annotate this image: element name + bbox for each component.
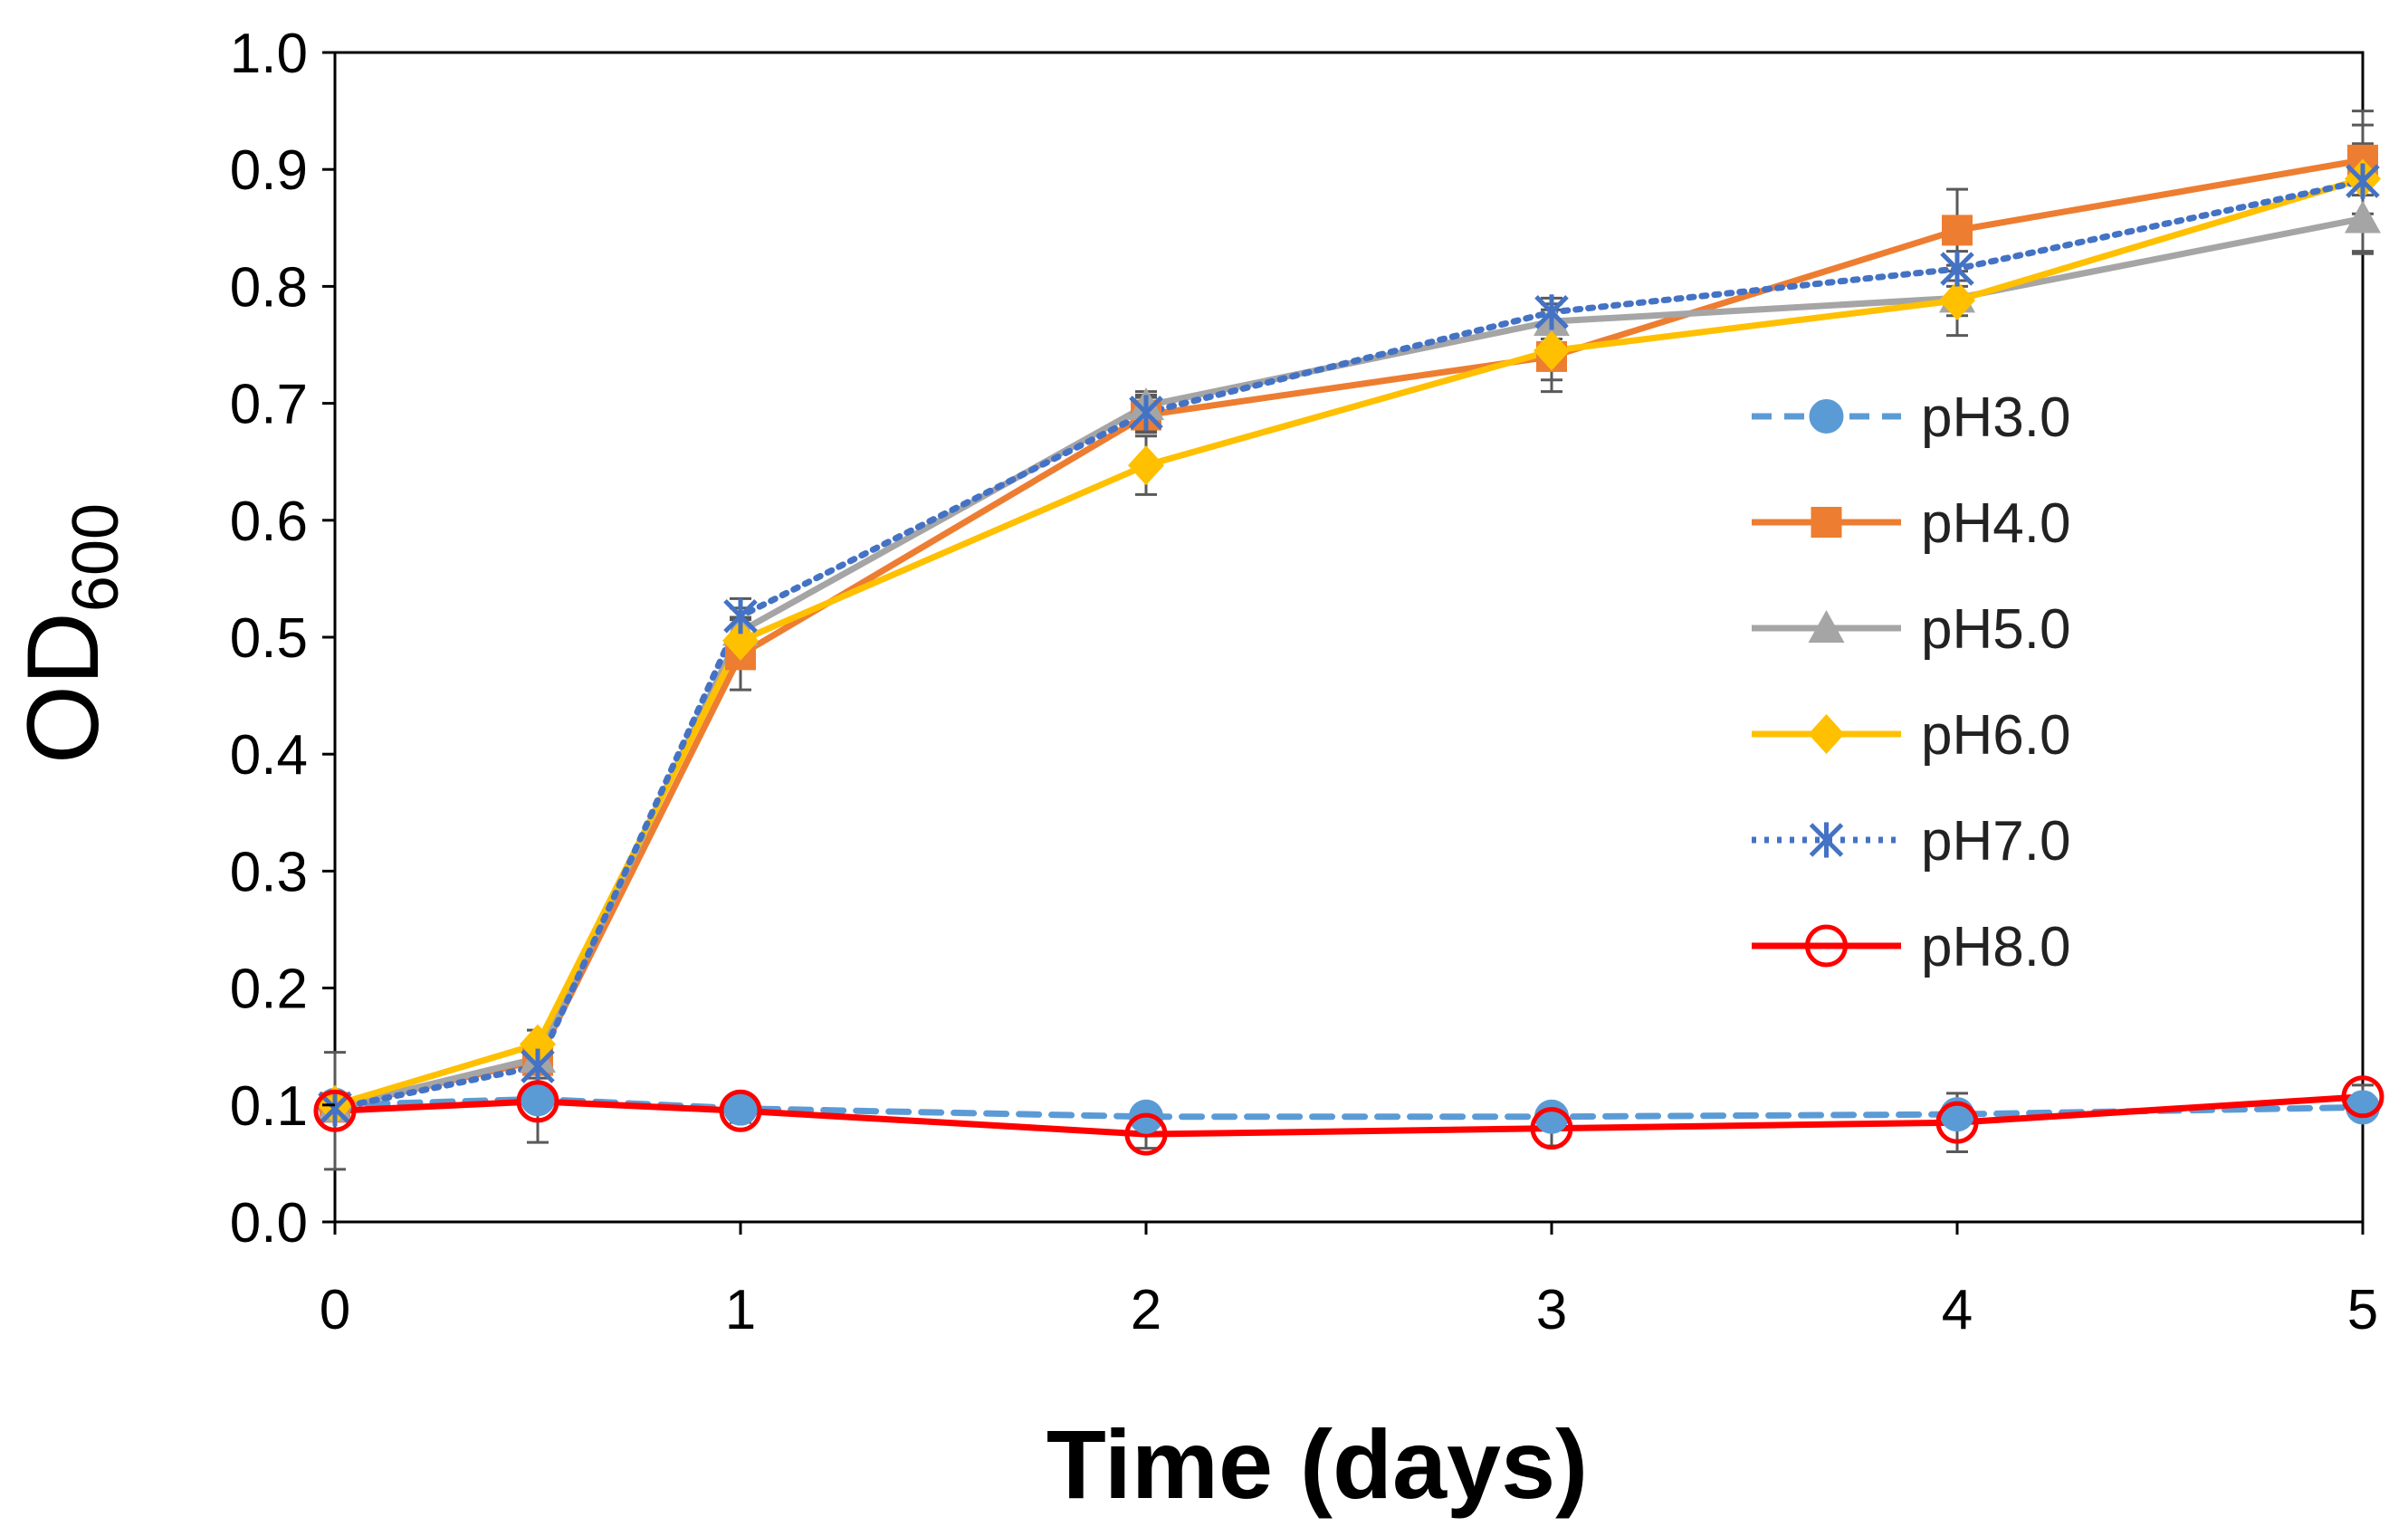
x-tick-label: 1 [725, 1279, 756, 1341]
data-point-ph7-0 [1129, 395, 1163, 431]
data-point-ph5-0 [2345, 200, 2381, 234]
y-tick-label: 1.0 [230, 23, 308, 85]
legend-entry-ph6-0: pH6.0 [1752, 704, 2070, 767]
y-axis-ticks: 0.0 0.1 0.2 0.3 0.4 0.5 0.6 0.7 0.8 0.9 1.0 [230, 23, 335, 1255]
y-tick-label: 0.8 [230, 256, 308, 319]
data-point-ph8-0 [1935, 1101, 1979, 1144]
legend-entry-ph5-0: pH5.0 [1752, 598, 2070, 661]
y-axis-title-subscript: 600 [60, 503, 132, 612]
legend-entry-ph4-0: pH4.0 [1752, 492, 2070, 555]
legend-marker-ph3-0 [1809, 399, 1844, 434]
data-point-ph8-0 [516, 1080, 559, 1123]
legend-marker-ph8-0 [1805, 924, 1848, 968]
data-point-ph8-0 [719, 1089, 762, 1132]
y-tick-label: 0.5 [230, 607, 308, 670]
x-tick-label: 4 [1942, 1279, 1973, 1341]
y-tick-label: 0.7 [230, 374, 308, 436]
data-point-ph8-0 [2341, 1075, 2384, 1119]
legend-label-ph3-0: pH3.0 [1921, 386, 2070, 449]
legend-label-ph4-0: pH4.0 [1921, 492, 2070, 555]
series-markers [313, 144, 2384, 1156]
y-axis-title-main: OD [6, 612, 119, 764]
legend-entry-ph3-0: pH3.0 [1752, 386, 2070, 449]
legend-marker-ph7-0 [1809, 822, 1844, 858]
data-point-ph7-0 [2346, 163, 2380, 199]
data-point-ph4-0 [1942, 215, 1973, 246]
data-point-ph6-0 [722, 620, 759, 661]
y-tick-label: 0.4 [230, 724, 308, 787]
data-point-ph7-0 [521, 1048, 555, 1084]
y-tick-label: 0.2 [230, 959, 308, 1021]
data-point-ph7-0 [318, 1091, 352, 1127]
x-tick-label: 3 [1536, 1279, 1567, 1341]
legend-label-ph8-0: pH8.0 [1921, 916, 2070, 978]
legend-entry-ph7-0: pH7.0 [1752, 810, 2070, 873]
legend-entry-ph8-0: pH8.0 [1752, 916, 2070, 978]
y-tick-label: 0.6 [230, 491, 308, 553]
y-tick-label: 0.3 [230, 841, 308, 903]
y-tick-label: 0.0 [230, 1192, 308, 1255]
data-point-ph8-0 [313, 1089, 357, 1132]
data-point-ph7-0 [1534, 294, 1569, 330]
data-point-ph3-0 [2346, 1090, 2380, 1125]
y-axis-title: OD600 [6, 503, 132, 764]
data-point-ph8-0 [1124, 1112, 1168, 1156]
legend-marker-ph4-0 [1811, 507, 1842, 538]
data-point-ph6-0 [1534, 330, 1570, 371]
x-tick-label: 5 [2347, 1279, 2378, 1341]
legend-marker-ph5-0 [1808, 610, 1845, 643]
data-point-ph6-0 [1939, 280, 1975, 320]
y-tick-label: 0.9 [230, 139, 308, 202]
data-point-ph3-0 [1534, 1099, 1569, 1134]
data-point-ph6-0 [520, 1024, 556, 1064]
legend-label-ph6-0: pH6.0 [1921, 704, 2070, 767]
data-point-ph7-0 [1940, 251, 1974, 287]
legend-label-ph5-0: pH5.0 [1921, 598, 2070, 661]
data-point-ph7-0 [723, 598, 758, 634]
y-tick-label: 0.1 [230, 1075, 308, 1138]
data-point-ph6-0 [1128, 445, 1164, 486]
x-axis-ticks: 0 1 2 3 4 5 [320, 1222, 2378, 1341]
legend-marker-ph6-0 [1808, 714, 1845, 754]
x-tick-label: 2 [1131, 1279, 1161, 1341]
data-point-ph8-0 [1530, 1107, 1573, 1150]
x-tick-label: 0 [320, 1279, 350, 1341]
x-axis-title: Time (days) [1046, 1409, 1588, 1519]
legend-label-ph7-0: pH7.0 [1921, 810, 2070, 873]
legend: pH3.0 pH4.0 pH5.0 pH6.0 pH7.0 pH8.0 [1752, 386, 2070, 978]
